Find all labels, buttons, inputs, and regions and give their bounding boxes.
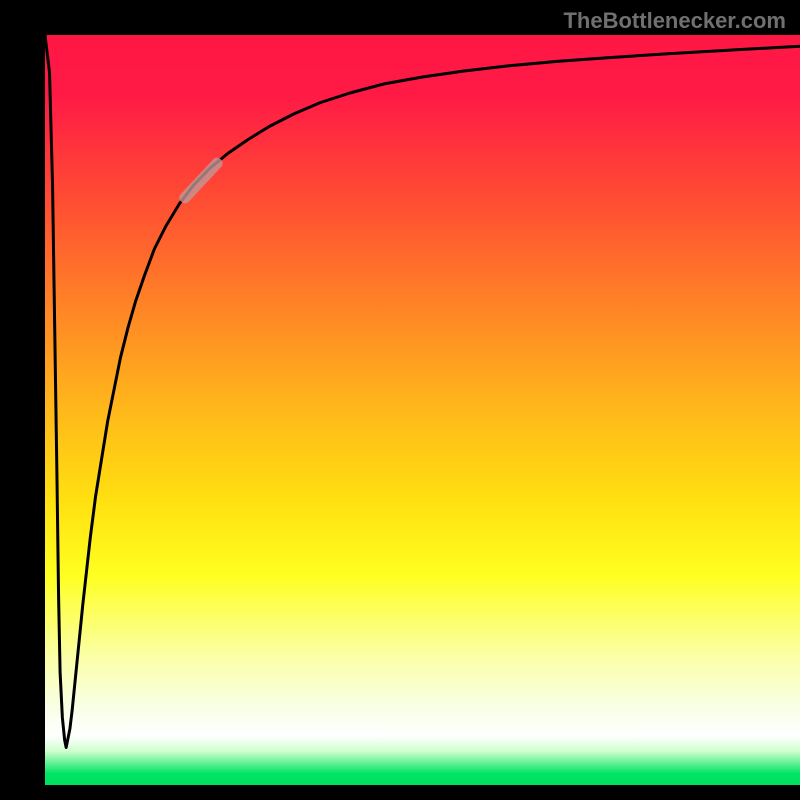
watermark-text: TheBottlenecker.com	[563, 8, 786, 34]
plot-area	[45, 35, 800, 785]
curve-path	[45, 35, 800, 748]
curve-svg	[45, 35, 800, 785]
